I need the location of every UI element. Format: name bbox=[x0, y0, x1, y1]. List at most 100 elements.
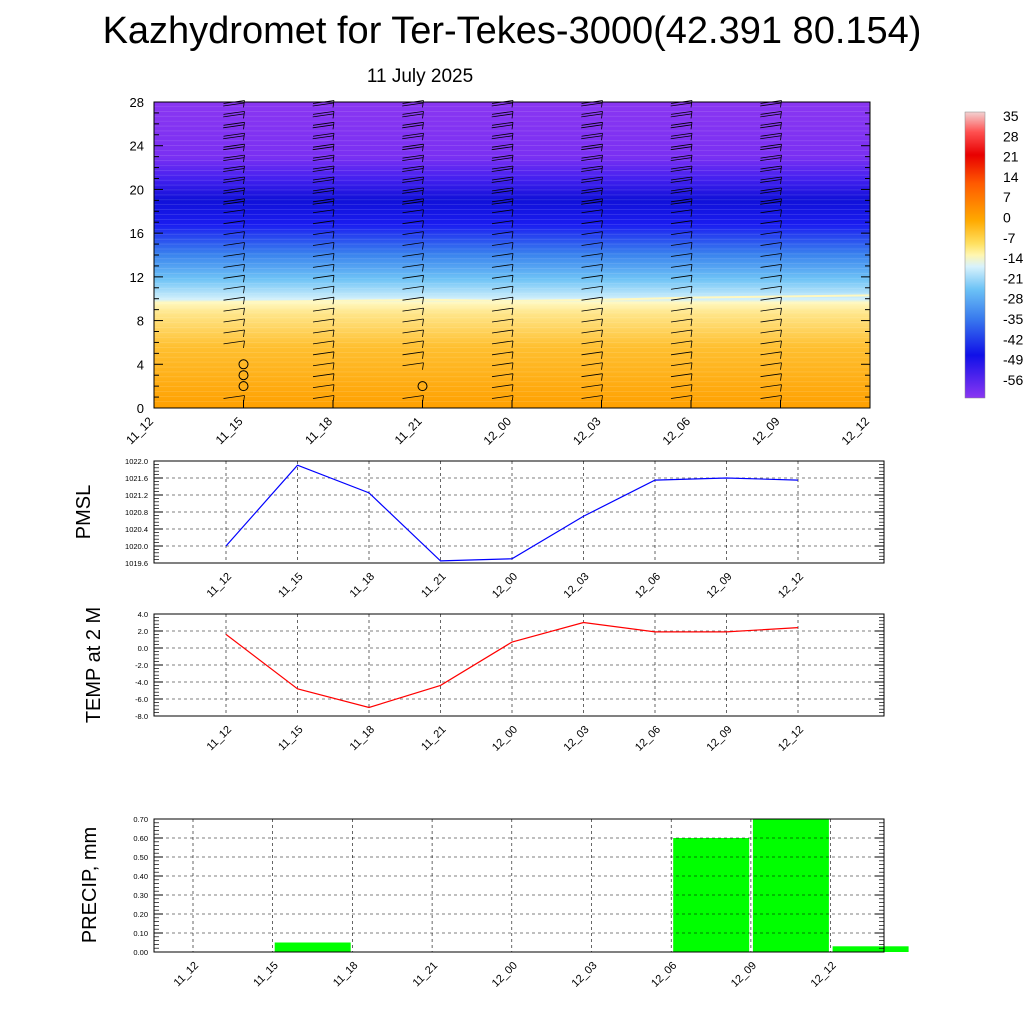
wind-barb-staff bbox=[332, 187, 335, 195]
y-tick-label: -4.0 bbox=[135, 678, 148, 687]
wind-barb-flag bbox=[581, 307, 603, 312]
wind-barb-flag bbox=[760, 242, 782, 246]
wind-barb-staff bbox=[780, 209, 782, 217]
wind-barb-staff bbox=[511, 362, 514, 370]
wind-barb-flag bbox=[581, 113, 603, 118]
wind-barb-flag bbox=[402, 285, 424, 290]
wind-barb-flag bbox=[760, 318, 782, 323]
wind-barb-staff bbox=[601, 176, 603, 185]
wind-barb-staff bbox=[332, 297, 335, 305]
x-tick-label: 12_09 bbox=[705, 724, 735, 754]
wind-barb-flag bbox=[402, 198, 424, 203]
wind-barb-flag bbox=[670, 113, 692, 118]
wind-barb-staff bbox=[780, 351, 782, 359]
wind-barb-staff bbox=[690, 133, 693, 141]
wind-barb-flag bbox=[402, 113, 424, 118]
wind-barb-flag bbox=[223, 124, 245, 129]
wind-barb-flag bbox=[223, 220, 245, 225]
wind-barb-flag bbox=[312, 253, 335, 257]
wind-barb-flag bbox=[760, 146, 782, 151]
colorbar-label: 7 bbox=[1003, 189, 1011, 205]
wind-barb-staff bbox=[511, 253, 514, 261]
wind-barb-flag bbox=[670, 132, 693, 137]
wind-barb-staff bbox=[690, 351, 693, 359]
wind-barb-flag bbox=[760, 157, 782, 162]
wind-barb-flag bbox=[760, 285, 782, 290]
wind-barb-staff bbox=[422, 176, 424, 185]
y-tick-label: 28 bbox=[130, 95, 144, 110]
wind-barb-flag bbox=[670, 242, 693, 246]
wind-barb-flag bbox=[223, 307, 245, 312]
wind-barb-flag bbox=[491, 143, 514, 148]
wind-barb-staff bbox=[780, 176, 782, 185]
wind-barb-flag bbox=[491, 263, 514, 268]
wind-barb-flag bbox=[670, 121, 693, 126]
wind-barb-staff bbox=[511, 122, 514, 130]
wind-barb-staff bbox=[422, 275, 424, 283]
wind-barb-flag bbox=[491, 307, 514, 312]
wind-barb-flag bbox=[670, 200, 692, 205]
wind-barb-staff bbox=[690, 122, 693, 130]
wind-barb-staff bbox=[780, 329, 782, 338]
wind-barb-flag bbox=[402, 220, 424, 225]
wind-barb-staff bbox=[243, 264, 245, 272]
wind-barb-flag bbox=[402, 189, 424, 194]
wind-barb-flag bbox=[581, 220, 603, 225]
wind-barb-staff bbox=[690, 329, 693, 338]
wind-barb-flag bbox=[312, 200, 334, 205]
wind-barb-flag bbox=[581, 253, 603, 257]
wind-barb-flag bbox=[581, 263, 603, 268]
x-tick-label: 11_21 bbox=[411, 960, 441, 990]
colorbar-label: -42 bbox=[1003, 331, 1023, 347]
x-tick-label: 12_03 bbox=[570, 414, 604, 448]
wind-barb-flag bbox=[760, 253, 782, 257]
wind-barb-flag bbox=[581, 102, 603, 107]
panel-frame bbox=[153, 613, 885, 717]
calm-wind-marker bbox=[417, 381, 428, 392]
wind-barb-flag bbox=[491, 121, 514, 126]
wind-barb-staff bbox=[243, 187, 245, 195]
wind-barb-flag bbox=[491, 146, 513, 151]
wind-barb-staff bbox=[422, 209, 424, 217]
wind-barb-flag bbox=[760, 176, 782, 181]
wind-barb-flag bbox=[760, 143, 782, 148]
wind-barb-flag bbox=[402, 329, 424, 334]
wind-barb-flag bbox=[402, 296, 424, 301]
wind-barb-staff bbox=[780, 242, 782, 250]
wind-barb-staff bbox=[780, 253, 782, 261]
wind-barb-flag bbox=[223, 179, 245, 183]
precip-bar bbox=[274, 942, 351, 952]
precip-bar bbox=[752, 819, 829, 952]
wind-barb-staff bbox=[690, 220, 693, 228]
wind-barb-staff bbox=[690, 384, 693, 392]
wind-barb-flag bbox=[491, 285, 514, 290]
wind-barb-staff bbox=[332, 176, 335, 185]
wind-barb-staff bbox=[780, 165, 782, 174]
x-tick-label: 11_15 bbox=[276, 571, 306, 601]
wind-barb-staff bbox=[422, 122, 424, 130]
wind-barb-staff bbox=[690, 165, 693, 174]
wind-barb-flag bbox=[670, 274, 693, 279]
wind-barb-staff bbox=[332, 111, 335, 119]
wind-barb-flag bbox=[581, 242, 603, 246]
y-tick-label: 0.00 bbox=[133, 948, 148, 957]
wind-barb-flag bbox=[312, 395, 335, 399]
wind-barb-flag bbox=[760, 274, 782, 279]
wind-barb-flag bbox=[581, 143, 603, 148]
wind-barb-flag bbox=[223, 329, 245, 334]
wind-barb-flag bbox=[491, 110, 514, 115]
wind-barb-staff bbox=[511, 340, 514, 348]
wind-barb-staff bbox=[332, 198, 335, 206]
wind-barb-flag bbox=[581, 146, 603, 151]
x-tick-label: 12_06 bbox=[633, 571, 663, 601]
wind-barb-flag bbox=[670, 198, 693, 203]
wind-barb-staff bbox=[601, 286, 603, 294]
colorbar-label: -21 bbox=[1003, 270, 1023, 286]
wind-barb-flag bbox=[402, 242, 424, 246]
wind-barb-flag bbox=[670, 351, 693, 356]
wind-barb-flag bbox=[670, 143, 693, 148]
wind-barb-staff bbox=[243, 176, 245, 185]
wind-barb-flag bbox=[312, 220, 335, 225]
wind-barb-flag bbox=[670, 209, 693, 214]
x-tick-label: 11_21 bbox=[419, 724, 449, 754]
